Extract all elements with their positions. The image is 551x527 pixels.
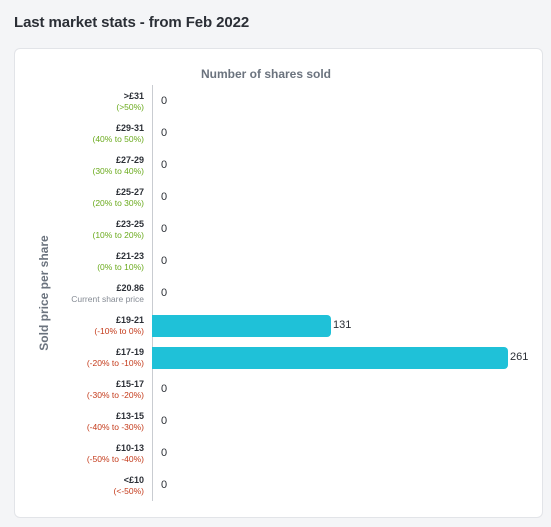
y-tick-label: £13-15 (-40% to -30%) <box>87 411 144 433</box>
tick-price-label: <£10 <box>123 475 144 485</box>
tick-price-label: £17-19 <box>115 347 144 357</box>
bar-value-label: 0 <box>161 479 168 491</box>
tick-price-label: £23-25 <box>115 219 144 229</box>
y-tick-label: £29-31 (40% to 50%) <box>93 123 145 145</box>
chart-row: £29-31 (40% to 50%) 0 <box>15 123 544 155</box>
chart-row: £20.86 Current share price 0 <box>15 283 544 315</box>
bar-value-label: 131 <box>333 319 352 331</box>
tick-range-label: (-40% to -30%) <box>86 422 144 432</box>
tick-range-label: (10% to 20%) <box>92 230 145 240</box>
bar-value-label: 0 <box>161 383 168 395</box>
chart-row: £15-17 (-30% to -20%) 0 <box>15 379 544 411</box>
tick-price-label: £10-13 <box>115 443 144 453</box>
tick-price-label: £29-31 <box>115 123 144 133</box>
bar-value-label: 0 <box>161 255 168 267</box>
tick-range-label: (>50%) <box>116 102 144 112</box>
y-tick-label: £20.86 Current share price <box>71 283 144 305</box>
y-axis-line <box>152 85 153 501</box>
bar-value-label: 0 <box>161 159 168 171</box>
chart-row: £13-15 (-40% to -30%) 0 <box>15 411 544 443</box>
y-tick-label: <£10 (<-50%) <box>114 475 144 497</box>
chart-row: £21-23 (0% to 10%) 0 <box>15 251 544 283</box>
y-tick-label: £15-17 (-30% to -20%) <box>87 379 144 401</box>
bar-value-label: 0 <box>161 127 168 139</box>
bar-value-label: 0 <box>161 415 168 427</box>
tick-price-label: £15-17 <box>115 379 144 389</box>
y-tick-label: £23-25 (10% to 20%) <box>93 219 145 241</box>
tick-range-label: (40% to 50%) <box>92 134 145 144</box>
tick-price-label: £27-29 <box>115 155 144 165</box>
tick-range-label: (-30% to -20%) <box>86 390 144 400</box>
tick-range-label: Current share price <box>71 294 144 304</box>
chart-row: £27-29 (30% to 40%) 0 <box>15 155 544 187</box>
y-tick-label: >£31 (>50%) <box>116 91 144 113</box>
chart-row: >£31 (>50%) 0 <box>15 91 544 123</box>
tick-range-label: (-10% to 0%) <box>94 326 144 336</box>
tick-price-label: £13-15 <box>115 411 144 421</box>
tick-price-label: £20.86 <box>116 283 144 293</box>
tick-price-label: £21-23 <box>115 251 144 261</box>
bar <box>152 347 508 369</box>
chart-row: £17-19 (-20% to -10%) 261 <box>15 347 544 379</box>
bar-value-label: 0 <box>161 223 168 235</box>
y-tick-label: £19-21 (-10% to 0%) <box>94 315 144 337</box>
bar-value-label: 0 <box>161 95 168 107</box>
bar-value-label: 0 <box>161 447 168 459</box>
tick-range-label: (0% to 10%) <box>97 262 144 272</box>
tick-range-label: (-20% to -10%) <box>86 358 144 368</box>
chart-row: £19-21 (-10% to 0%) 131 <box>15 315 544 347</box>
tick-range-label: (20% to 30%) <box>92 198 145 208</box>
x-axis-title: Number of shares sold <box>200 67 332 81</box>
bar-value-label: 0 <box>161 287 168 299</box>
y-tick-label: £21-23 (0% to 10%) <box>97 251 144 273</box>
y-tick-label: £10-13 (-50% to -40%) <box>87 443 144 465</box>
page-title: Last market stats - from Feb 2022 <box>14 14 250 31</box>
tick-price-label: >£31 <box>123 91 144 101</box>
chart-row: <£10 (<-50%) 0 <box>15 475 544 507</box>
y-tick-label: £17-19 (-20% to -10%) <box>87 347 144 369</box>
bar <box>152 315 331 337</box>
tick-range-label: (30% to 40%) <box>92 166 145 176</box>
y-tick-label: £27-29 (30% to 40%) <box>93 155 145 177</box>
bar-value-label: 261 <box>510 351 529 363</box>
chart-row: £10-13 (-50% to -40%) 0 <box>15 443 544 475</box>
bar-value-label: 0 <box>161 191 168 203</box>
tick-range-label: (<-50%) <box>113 486 144 496</box>
chart-row: £23-25 (10% to 20%) 0 <box>15 219 544 251</box>
chart-row: £25-27 (20% to 30%) 0 <box>15 187 544 219</box>
tick-price-label: £25-27 <box>115 187 144 197</box>
tick-range-label: (-50% to -40%) <box>86 454 144 464</box>
market-stats-card: Number of shares sold Sold price per sha… <box>14 48 543 518</box>
tick-price-label: £19-21 <box>115 315 144 325</box>
y-tick-label: £25-27 (20% to 30%) <box>93 187 145 209</box>
